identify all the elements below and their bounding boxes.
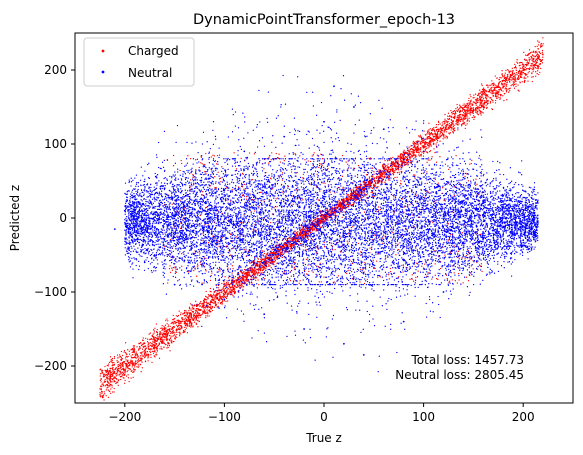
charged-point	[540, 45, 542, 48]
charged-point	[153, 339, 156, 341]
legend-charged-label: Charged	[128, 44, 179, 58]
legend: Charged Neutral	[83, 37, 195, 87]
charged-point	[133, 356, 136, 358]
charged-point	[412, 154, 415, 157]
legend-neutral-marker	[101, 70, 105, 74]
legend-charged-marker	[101, 49, 105, 53]
charged-point	[442, 134, 445, 137]
neutral-point	[163, 187, 166, 190]
neutral-point	[113, 228, 116, 231]
charged-point	[522, 69, 525, 71]
y-tick-label: 0	[59, 211, 67, 225]
charged-point	[502, 85, 505, 88]
neutral-point	[522, 239, 525, 242]
total-loss-annotation: Total loss: 1457.73	[411, 353, 525, 367]
y-tick-label: −200	[34, 359, 67, 373]
legend-neutral-label: Neutral	[128, 66, 172, 80]
neutral-point	[203, 165, 206, 168]
x-axis: −200 −100 0 100 200	[108, 403, 535, 424]
charged-point	[482, 106, 485, 108]
charged-point	[472, 109, 475, 112]
charged-point	[173, 320, 176, 323]
neutral-points	[124, 74, 539, 373]
charged-point	[492, 95, 495, 97]
charged-point	[422, 146, 425, 149]
x-axis-label: True z	[305, 431, 342, 445]
charged-point	[123, 368, 126, 371]
neutral-point	[303, 328, 305, 330]
charged-point	[102, 396, 104, 398]
charged-point	[532, 58, 535, 60]
neutral-point	[502, 194, 505, 197]
charged-point	[512, 78, 515, 80]
charged-point	[462, 117, 465, 119]
neutral-point	[243, 150, 246, 153]
charged-point	[113, 376, 116, 378]
neutral-point	[353, 106, 355, 108]
charged-point	[193, 304, 196, 307]
x-tick-label: 200	[512, 410, 535, 424]
y-axis: −200 −100 0 100 200	[34, 63, 75, 373]
charged-point	[452, 128, 455, 131]
charged-point	[432, 143, 435, 145]
neutral-point	[143, 261, 146, 264]
x-tick-label: −100	[208, 410, 241, 424]
y-tick-label: 100	[44, 137, 67, 151]
x-tick-label: −200	[108, 410, 141, 424]
neutral-point	[263, 313, 266, 316]
neutral-point	[362, 354, 365, 356]
y-tick-label: −100	[34, 285, 67, 299]
legend-box	[83, 37, 195, 87]
y-axis-label: Predicted z	[8, 185, 22, 251]
neutral-point	[223, 298, 226, 301]
neutral-point	[123, 209, 126, 212]
chart-title: DynamicPointTransformer_epoch-13	[193, 12, 455, 28]
neutral-point	[323, 120, 325, 123]
plot-points	[99, 37, 544, 401]
neutral-point	[462, 172, 465, 175]
neutral-point	[534, 206, 537, 208]
charged-point	[183, 311, 186, 314]
neutral-point	[442, 291, 445, 293]
charged-point	[213, 291, 216, 293]
neutral-point	[283, 135, 286, 138]
neutral-point	[333, 85, 335, 88]
charged-point	[143, 352, 146, 355]
x-tick-label: 100	[412, 410, 435, 424]
neutral-point	[382, 128, 385, 131]
neutral-point	[422, 150, 425, 153]
neutral-loss-annotation: Neutral loss: 2805.45	[395, 368, 524, 382]
neutral-point	[402, 320, 405, 323]
charged-point	[233, 280, 236, 282]
y-tick-label: 200	[44, 63, 67, 77]
charged-point	[203, 298, 206, 301]
x-tick-label: 0	[320, 410, 328, 424]
charged-point	[223, 285, 226, 287]
neutral-point	[482, 254, 485, 256]
neutral-point	[173, 283, 176, 286]
neutral-point	[343, 342, 345, 345]
charged-point	[163, 328, 166, 330]
